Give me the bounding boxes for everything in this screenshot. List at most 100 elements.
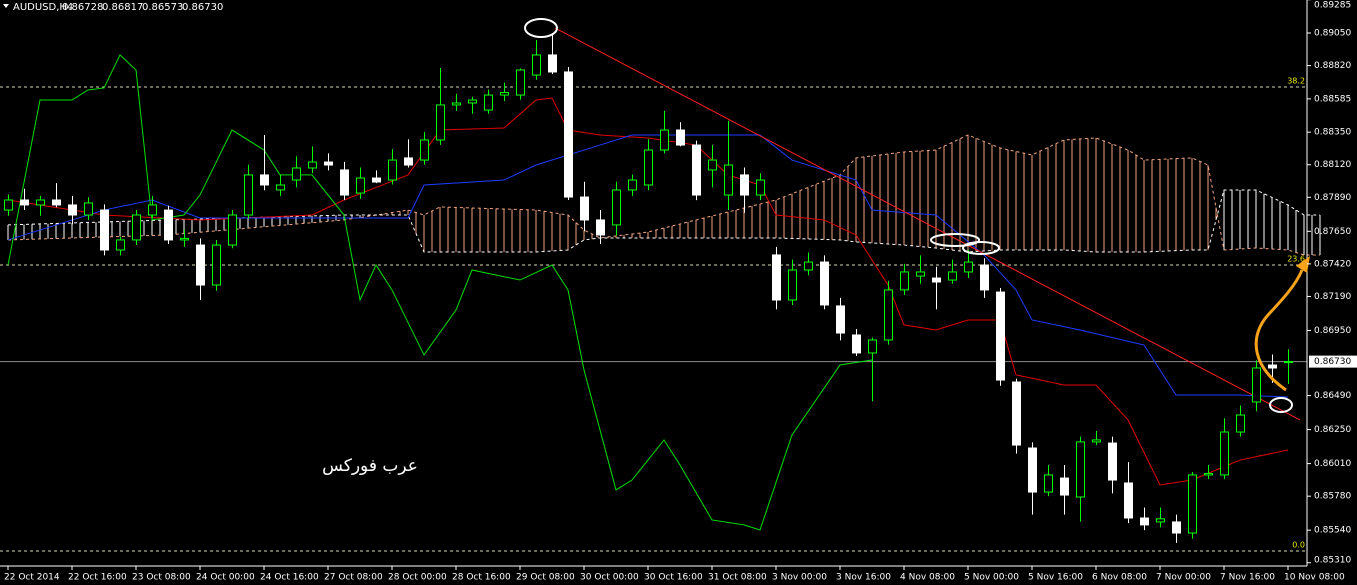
x-tick-label: 30 Oct 16:00 bbox=[644, 573, 703, 583]
candle-body bbox=[740, 174, 749, 196]
y-tick-label: 0.86950 bbox=[1314, 326, 1351, 336]
candle-body bbox=[676, 129, 685, 146]
candle-body bbox=[484, 94, 493, 111]
candle-body bbox=[36, 199, 45, 206]
x-tick-label: 5 Nov 16:00 bbox=[1028, 573, 1083, 583]
menu-triangle bbox=[3, 4, 9, 8]
x-tick-label: 23 Oct 08:00 bbox=[132, 573, 191, 583]
y-tick-label: 0.89285 bbox=[1314, 1, 1351, 11]
candle-body bbox=[1140, 517, 1149, 526]
fib-label: 38.2 bbox=[1287, 76, 1305, 85]
candle-body bbox=[964, 261, 973, 273]
candle-body bbox=[1172, 521, 1181, 534]
candle-body bbox=[372, 177, 381, 183]
highlight-ellipse bbox=[962, 241, 1000, 255]
candle-body bbox=[820, 261, 829, 306]
candle-body bbox=[660, 129, 669, 151]
y-tick-label: 0.87420 bbox=[1314, 259, 1351, 269]
candle-body bbox=[1188, 474, 1197, 534]
symbol-title: AUDUSD,H4 bbox=[13, 2, 73, 13]
candle-body bbox=[788, 269, 797, 301]
candle-body bbox=[228, 214, 237, 246]
candle-body bbox=[852, 334, 861, 354]
candle-body bbox=[884, 289, 893, 341]
x-tick-label: 22 Oct 16:00 bbox=[68, 573, 127, 583]
candle-body bbox=[612, 189, 621, 226]
candle-body bbox=[404, 157, 413, 166]
candle-body bbox=[1076, 441, 1085, 498]
x-tick-label: 31 Oct 08:00 bbox=[708, 573, 767, 583]
candle-body bbox=[548, 54, 557, 73]
candle-body bbox=[1108, 442, 1117, 481]
candle-body bbox=[292, 167, 301, 181]
candle-body bbox=[116, 239, 125, 251]
arrow bbox=[1254, 269, 1304, 392]
candle-body bbox=[52, 199, 61, 206]
candle-body bbox=[340, 169, 349, 196]
x-tick-label: 28 Oct 00:00 bbox=[388, 573, 447, 583]
candle-body bbox=[20, 199, 29, 206]
candle-body bbox=[708, 159, 717, 171]
candle-body bbox=[644, 149, 653, 186]
y-tick-label: 0.88350 bbox=[1314, 128, 1351, 138]
candle-body bbox=[900, 271, 909, 291]
x-tick-label: 4 Nov 08:00 bbox=[900, 573, 955, 583]
candle-body bbox=[164, 209, 173, 241]
trendline bbox=[554, 27, 1301, 421]
candle-body bbox=[516, 69, 525, 96]
fib-label: 0.0 bbox=[1292, 540, 1305, 549]
candle-body bbox=[932, 277, 941, 283]
candle-body bbox=[68, 204, 77, 216]
candle-body bbox=[1252, 367, 1261, 403]
x-tick-label: 24 Oct 16:00 bbox=[260, 573, 319, 583]
y-tick-label: 0.89050 bbox=[1314, 29, 1351, 39]
candle-body bbox=[500, 91, 509, 96]
candle-body bbox=[4, 199, 13, 211]
y-tick-label: 0.85540 bbox=[1314, 526, 1351, 536]
candle-body bbox=[980, 264, 989, 291]
candle-body bbox=[724, 164, 733, 196]
arrow-head bbox=[1296, 256, 1310, 273]
y-tick-label: 0.88585 bbox=[1314, 94, 1351, 104]
candle-body bbox=[772, 254, 781, 301]
candle-body bbox=[436, 104, 445, 141]
candle-body bbox=[1060, 477, 1069, 496]
y-tick-label: 0.87650 bbox=[1314, 227, 1351, 237]
watermark: عرب فوركس bbox=[322, 456, 418, 476]
candle-body bbox=[692, 144, 701, 196]
candle-body bbox=[1124, 482, 1133, 519]
header-close: 0.86730 bbox=[182, 2, 223, 13]
highlight-ellipse bbox=[524, 18, 558, 38]
candle-body bbox=[84, 202, 93, 216]
highlight-ellipse bbox=[1269, 397, 1293, 413]
candle-body bbox=[308, 161, 317, 169]
x-tick-label: 5 Nov 00:00 bbox=[964, 573, 1019, 583]
indicator-line bbox=[7, 134, 1289, 398]
x-tick-label: 7 Nov 00:00 bbox=[1156, 573, 1211, 583]
indicator-line bbox=[7, 54, 873, 531]
bid-label: 0.86730 bbox=[1314, 357, 1351, 367]
y-tick-label: 0.86490 bbox=[1314, 391, 1351, 401]
candle-body bbox=[1284, 361, 1293, 364]
candle-body bbox=[948, 271, 957, 281]
candle-body bbox=[100, 209, 109, 251]
x-tick-label: 7 Nov 16:00 bbox=[1220, 573, 1275, 583]
y-tick-label: 0.87190 bbox=[1314, 292, 1351, 302]
candle-body bbox=[244, 174, 253, 216]
y-tick-label: 0.88120 bbox=[1314, 160, 1351, 170]
candle-body bbox=[532, 54, 541, 76]
x-tick-label: 27 Oct 08:00 bbox=[324, 573, 383, 583]
candle-body bbox=[1236, 414, 1245, 433]
candle-body bbox=[132, 214, 141, 241]
y-tick-label: 0.85780 bbox=[1314, 492, 1351, 502]
highlight-ellipse bbox=[930, 233, 980, 247]
candle-body bbox=[196, 244, 205, 286]
candle-body bbox=[1204, 473, 1213, 476]
header-high: 0.86817 bbox=[102, 2, 143, 13]
x-tick-label: 24 Oct 00:00 bbox=[196, 573, 255, 583]
y-tick-label: 0.88820 bbox=[1314, 61, 1351, 71]
candle-body bbox=[356, 177, 365, 194]
candle-body bbox=[868, 339, 877, 354]
